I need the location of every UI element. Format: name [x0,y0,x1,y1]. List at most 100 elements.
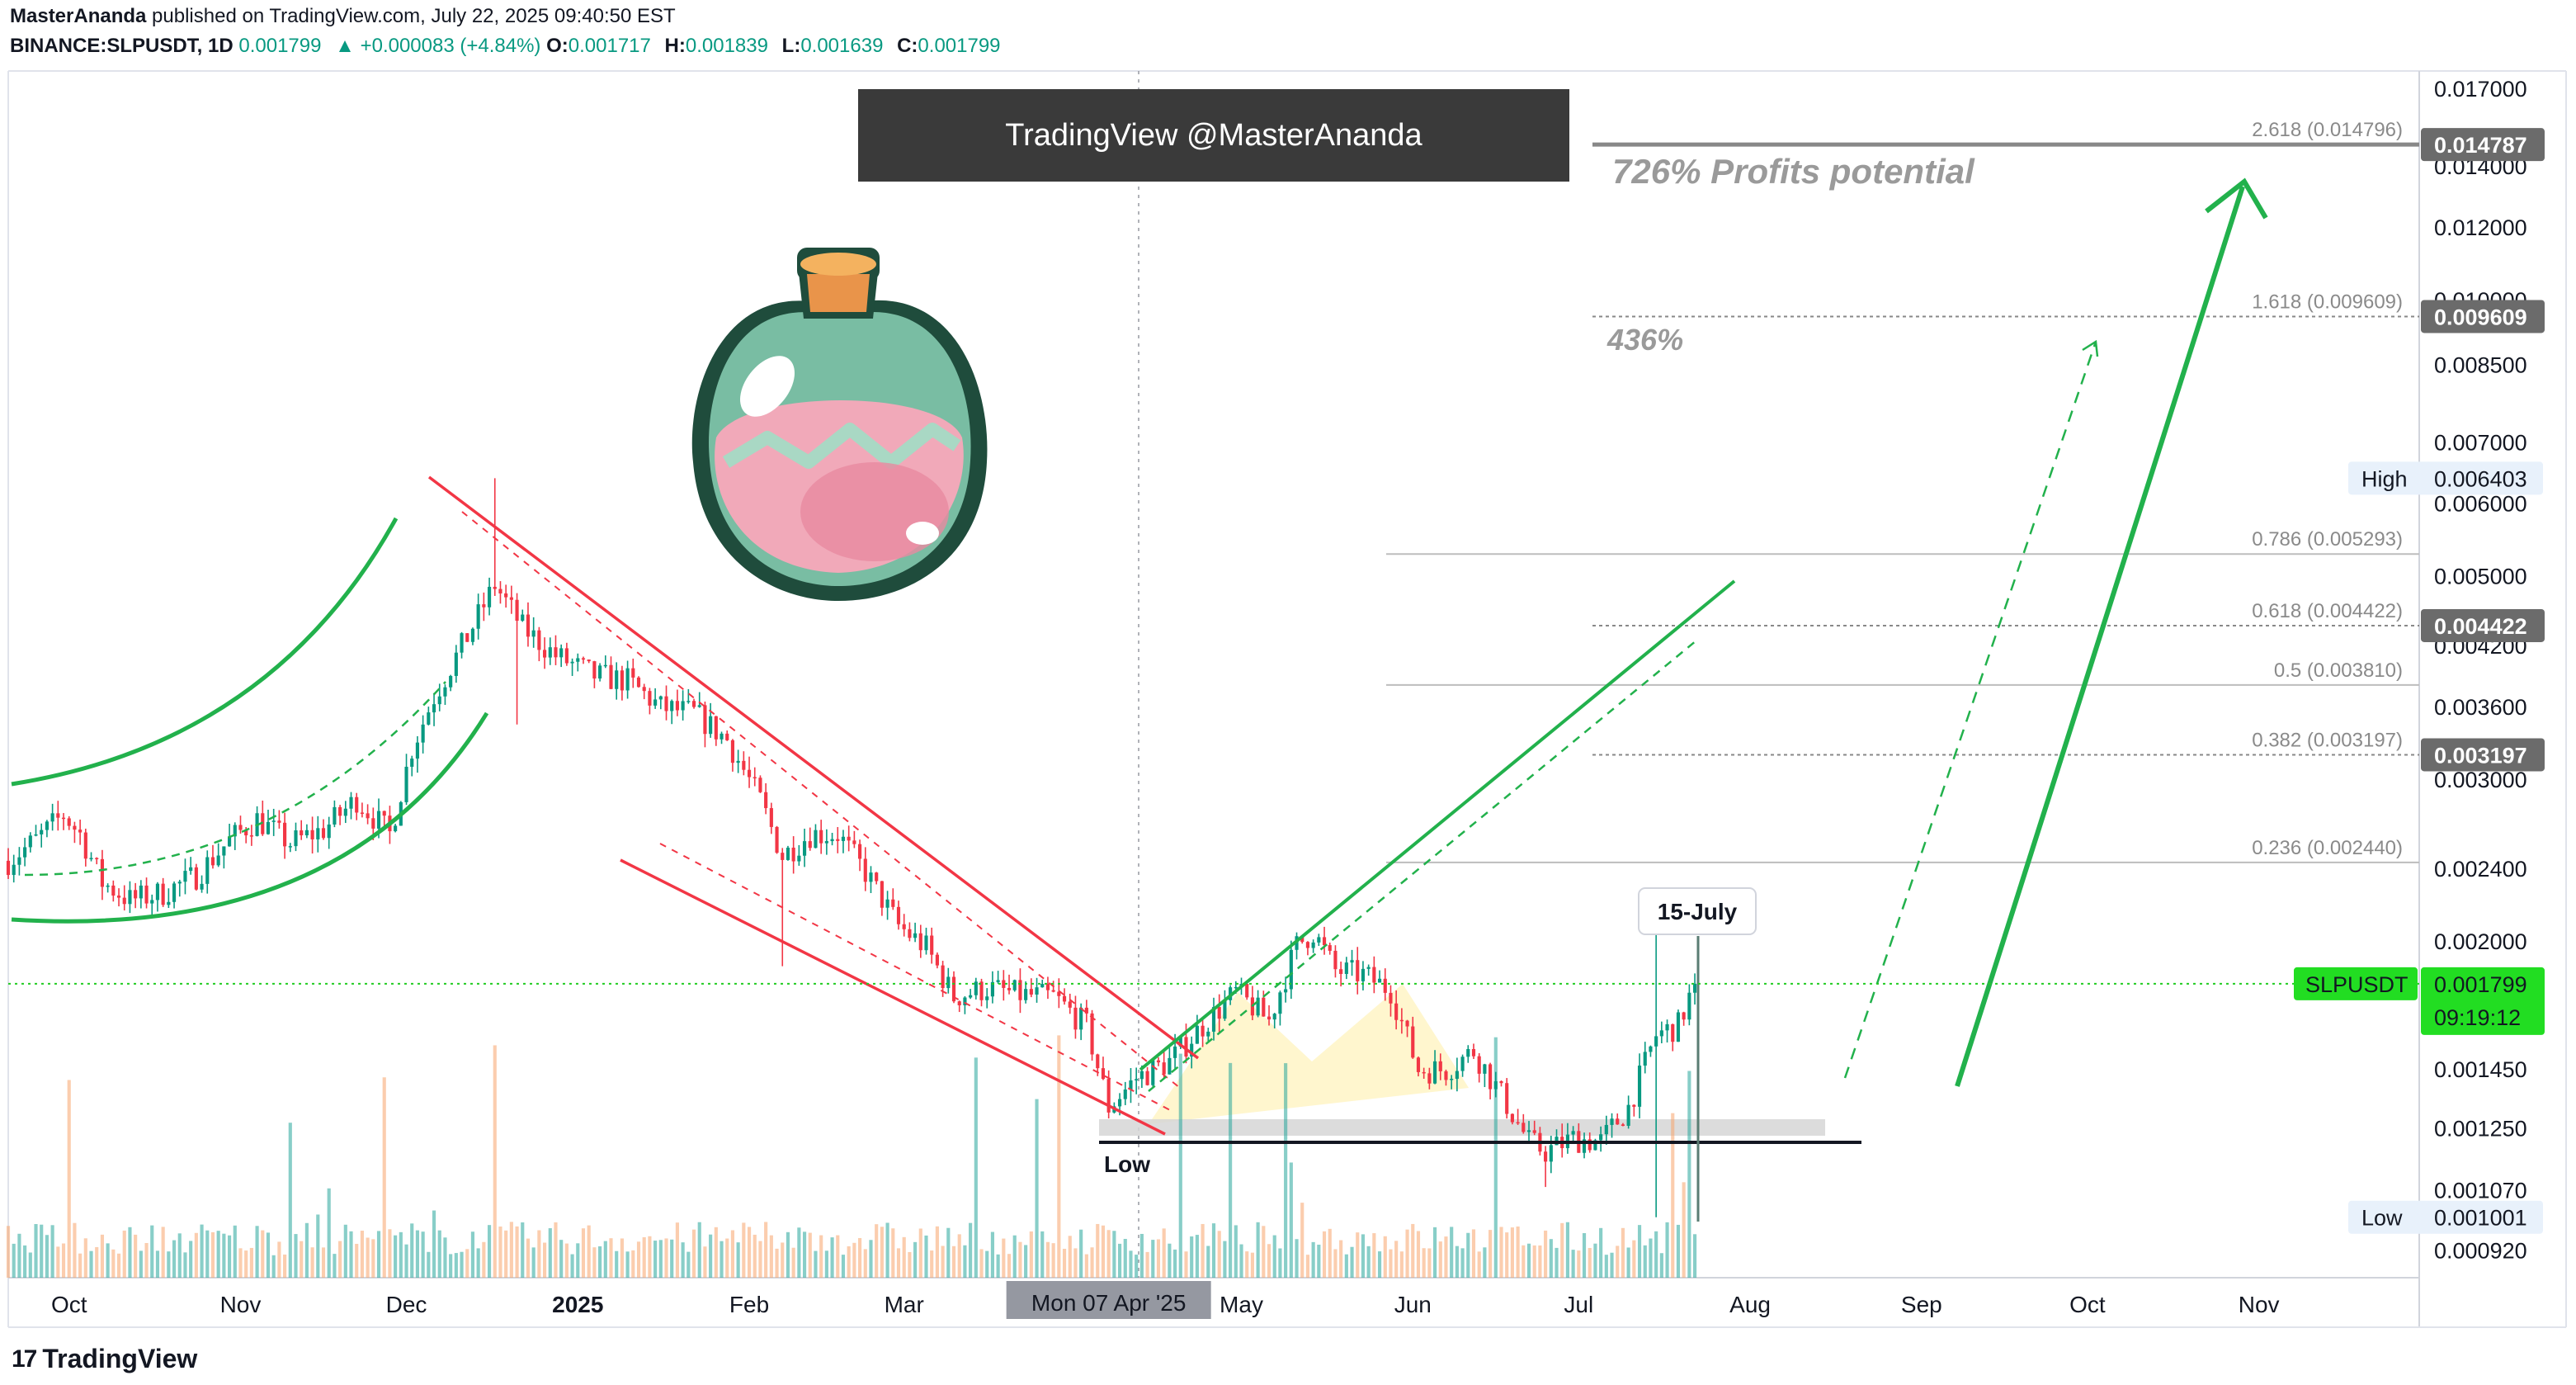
crosshair-date-label: Mon 07 Apr '25 [1031,1290,1186,1316]
candle-body [858,844,862,859]
candle-body [570,661,574,664]
candle-body [918,933,922,951]
candle-body [675,701,679,711]
y-tick-label: 0.002000 [2434,929,2527,954]
candle-body [150,900,154,904]
price-axis[interactable]: 0.0170000.0140000.0120000.0100000.008500… [2434,77,2527,1263]
volume-bar [1632,1240,1636,1278]
symbol-label[interactable]: BINANCE:SLPUSDT, 1D [10,35,234,57]
fib-price-tag-text: 0.014787 [2434,133,2527,158]
volume-bar [675,1222,679,1278]
volume-bar [1616,1246,1620,1278]
last-value: 0.001799 [238,35,322,57]
candle-body [963,997,967,1005]
volume-bar [1012,1235,1017,1278]
candle-body [376,811,381,829]
volume-bar [1604,1255,1608,1278]
author-name[interactable]: MasterAnanda [10,5,147,27]
volume-bar [974,1057,978,1278]
candle-body [244,830,248,836]
volume-bar [781,1242,785,1278]
volume-bar [1211,1223,1216,1278]
volume-bar [1582,1232,1587,1278]
candle-body [625,668,630,691]
candle-body [45,821,49,830]
candle-body [427,712,431,725]
volume-bar [1123,1238,1127,1278]
candle-body [509,597,513,600]
candle-body [781,853,785,860]
volume-bar [1168,1243,1172,1278]
candle-body [642,687,646,692]
volume-bar [526,1238,531,1278]
low-value: 0.001639 [800,35,884,57]
volume-bar [366,1237,370,1278]
volume-bar [1489,1230,1493,1278]
price-tags: 0.014787 0.009609 0.004422 0.003197 High 0.00… [2294,128,2545,1234]
open-label: O: [546,35,569,57]
volume-bar [642,1236,646,1278]
candle-body [537,630,541,650]
volume-bars [6,1035,1697,1278]
tradingview-brand[interactable]: 17 TradingView [12,1344,197,1374]
volume-bar [554,1222,558,1278]
candle-body [1195,1025,1199,1044]
x-tick-label: Dec [386,1292,427,1317]
candle-body [753,777,757,779]
volume-bar [1588,1247,1592,1278]
candle-body [1499,1080,1503,1084]
x-tick-label: Jul [1564,1292,1593,1317]
candle-body [1626,1104,1630,1126]
volume-bar [1682,1182,1686,1278]
candle-body [990,981,995,997]
fib-label: 0.5 (0.003810) [2274,659,2403,682]
candle-body [134,890,138,899]
candle-body [548,647,552,658]
volume-bar [1659,1253,1663,1278]
candle-body [1405,1020,1409,1027]
volume-bar [6,1226,11,1278]
volume-bar [1477,1251,1481,1278]
volume-bar [1106,1230,1111,1278]
change-value: ▲ +0.000083 (+4.84%) [335,35,541,57]
candle-body [1311,942,1315,948]
volume-bar [233,1225,237,1278]
candle-body [205,857,210,884]
brand-name: TradingView [42,1344,198,1373]
volume-bar [50,1225,54,1278]
volume-bar [1040,1231,1045,1278]
volume-bar [1234,1225,1238,1278]
candle-body [592,661,597,679]
volume-bar [786,1231,790,1278]
volume-bar [487,1225,492,1278]
volume-bar [40,1224,44,1278]
volume-bar [1493,1037,1498,1278]
candle-body [128,890,132,905]
volume-bar [1284,1063,1288,1278]
candle-body [1129,1080,1133,1090]
candle-body [1256,997,1260,1016]
candle-body [653,699,658,706]
candle-body [371,818,375,829]
volume-bar [1432,1227,1437,1278]
candle-body [470,628,475,642]
volume-bar [686,1251,691,1278]
candle-body [1389,992,1393,1004]
volume-bar [869,1240,873,1278]
candle-body [1002,980,1006,988]
candle-body [1522,1123,1526,1132]
volume-bar [45,1235,49,1278]
volume-bar [172,1240,177,1278]
volume-bar [437,1230,441,1278]
candle-body [233,825,237,837]
candle-body [1682,1012,1686,1020]
time-axis[interactable]: Oct Nov Dec 2025 Feb Mar May Jun Jul Aug Sep Oct Nov… [51,1281,2280,1319]
volume-bar [1073,1248,1078,1278]
volume-bar [1045,1241,1050,1278]
volume-bar [1526,1243,1531,1278]
candle-body [172,883,177,902]
watermark-box: TradingView @MasterAnanda [858,89,1569,182]
volume-bar [664,1238,668,1278]
volume-bar [95,1246,99,1278]
